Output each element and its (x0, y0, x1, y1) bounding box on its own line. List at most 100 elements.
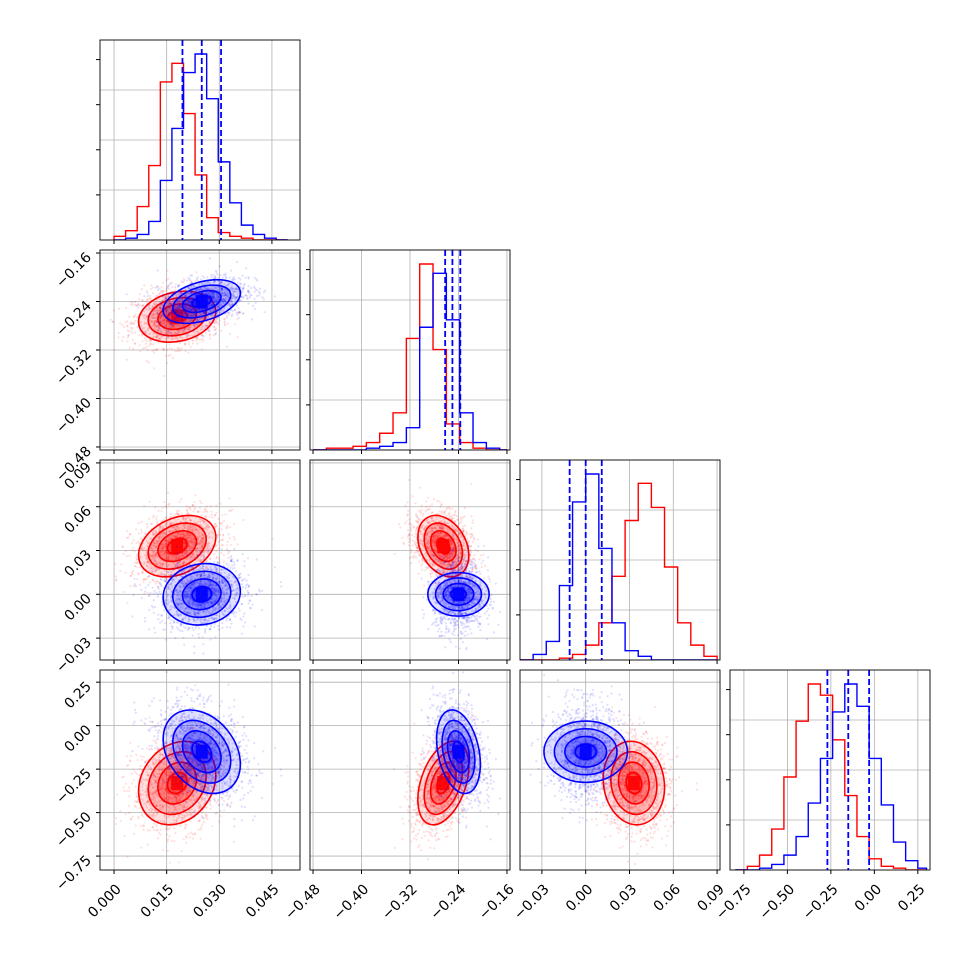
scatter-point (136, 303, 139, 307)
scatter-point (155, 312, 159, 316)
scatter-point (167, 287, 171, 290)
scatter-point (159, 321, 162, 324)
scatter-point (182, 324, 185, 327)
scatter-point (191, 339, 194, 342)
scatter-point (157, 309, 160, 312)
scatter-point (130, 322, 133, 325)
scatter-point (175, 562, 179, 565)
scatter-point (209, 638, 212, 641)
scatter-point (169, 308, 172, 311)
scatter-point (144, 321, 147, 324)
scatter-point (247, 573, 250, 577)
scatter-point (135, 541, 138, 545)
scatter-point (228, 537, 231, 540)
scatter-point (195, 279, 199, 282)
scatter-point (161, 290, 164, 293)
scatter-point (152, 316, 156, 319)
scatter-point (208, 322, 211, 325)
scatter-point (186, 327, 189, 330)
scatter-point (233, 278, 237, 281)
scatter-point (150, 316, 154, 319)
scatter-point (164, 319, 167, 322)
scatter-point (237, 306, 240, 310)
scatter-point (215, 555, 218, 558)
scatter-point (204, 514, 207, 518)
scatter-point (170, 290, 173, 293)
scatter-point (117, 331, 120, 335)
scatter-point (155, 348, 159, 351)
scatter-point (170, 324, 173, 327)
scatter-point (257, 290, 261, 293)
scatter-point (169, 330, 172, 333)
scatter-point (176, 300, 179, 304)
scatter-point (152, 314, 155, 317)
scatter-point (147, 332, 151, 335)
scatter-point (241, 274, 244, 277)
scatter-point (216, 322, 219, 325)
scatter-point (150, 343, 153, 346)
scatter-point (157, 334, 160, 337)
scatter-point (231, 279, 235, 282)
scatter-point (160, 304, 163, 307)
scatter-point (188, 326, 191, 329)
scatter-point (138, 329, 141, 332)
scatter-point (164, 622, 167, 625)
scatter-point (129, 300, 132, 303)
scatter-point (111, 320, 115, 323)
scatter-point (160, 286, 163, 289)
scatter-point (161, 298, 164, 302)
scatter-point (149, 294, 152, 298)
scatter-point (188, 320, 191, 323)
scatter-point (143, 322, 146, 325)
scatter-point (143, 592, 146, 595)
scatter-point (169, 512, 172, 516)
scatter-point (165, 330, 168, 334)
scatter-point (200, 348, 203, 351)
scatter-point (163, 295, 166, 298)
scatter-point (174, 288, 177, 292)
scatter-point (204, 292, 207, 296)
scatter-point (223, 318, 226, 321)
scatter-point (160, 312, 164, 315)
scatter-point (227, 552, 230, 555)
scatter-point (237, 310, 241, 314)
scatter-point (195, 271, 198, 274)
scatter-point (153, 309, 157, 312)
scatter-point (175, 307, 178, 310)
scatter-point (166, 491, 170, 494)
scatter-point (239, 572, 242, 575)
scatter-point (177, 331, 180, 335)
scatter-point (214, 327, 217, 330)
scatter-point (225, 314, 229, 317)
scatter-point (236, 281, 239, 284)
scatter-point (213, 513, 217, 517)
scatter-point (170, 333, 173, 336)
scatter-point (183, 304, 186, 307)
scatter-point (145, 345, 148, 348)
scatter-point (215, 504, 218, 507)
scatter-point (144, 330, 147, 334)
scatter-point (142, 316, 146, 319)
scatter-point (156, 334, 159, 337)
scatter-point (167, 324, 170, 327)
scatter-point (253, 285, 256, 289)
scatter-point (152, 319, 155, 323)
y-tick-label: −0.32 (53, 347, 95, 389)
scatter-point (166, 333, 169, 336)
scatter-point (162, 349, 166, 352)
scatter-point (273, 295, 277, 298)
scatter-point (174, 331, 177, 334)
scatter-point (167, 335, 170, 338)
scatter-point (180, 564, 184, 568)
scatter-point (129, 584, 132, 588)
scatter-point (180, 498, 183, 501)
scatter-point (230, 555, 233, 558)
scatter-point (143, 295, 146, 298)
scatter-point (153, 627, 156, 630)
scatter-point (183, 279, 186, 282)
scatter-point (217, 624, 220, 628)
scatter-point (122, 552, 125, 555)
scatter-point (184, 304, 187, 307)
scatter-point (164, 577, 167, 580)
scatter-point (181, 298, 184, 301)
